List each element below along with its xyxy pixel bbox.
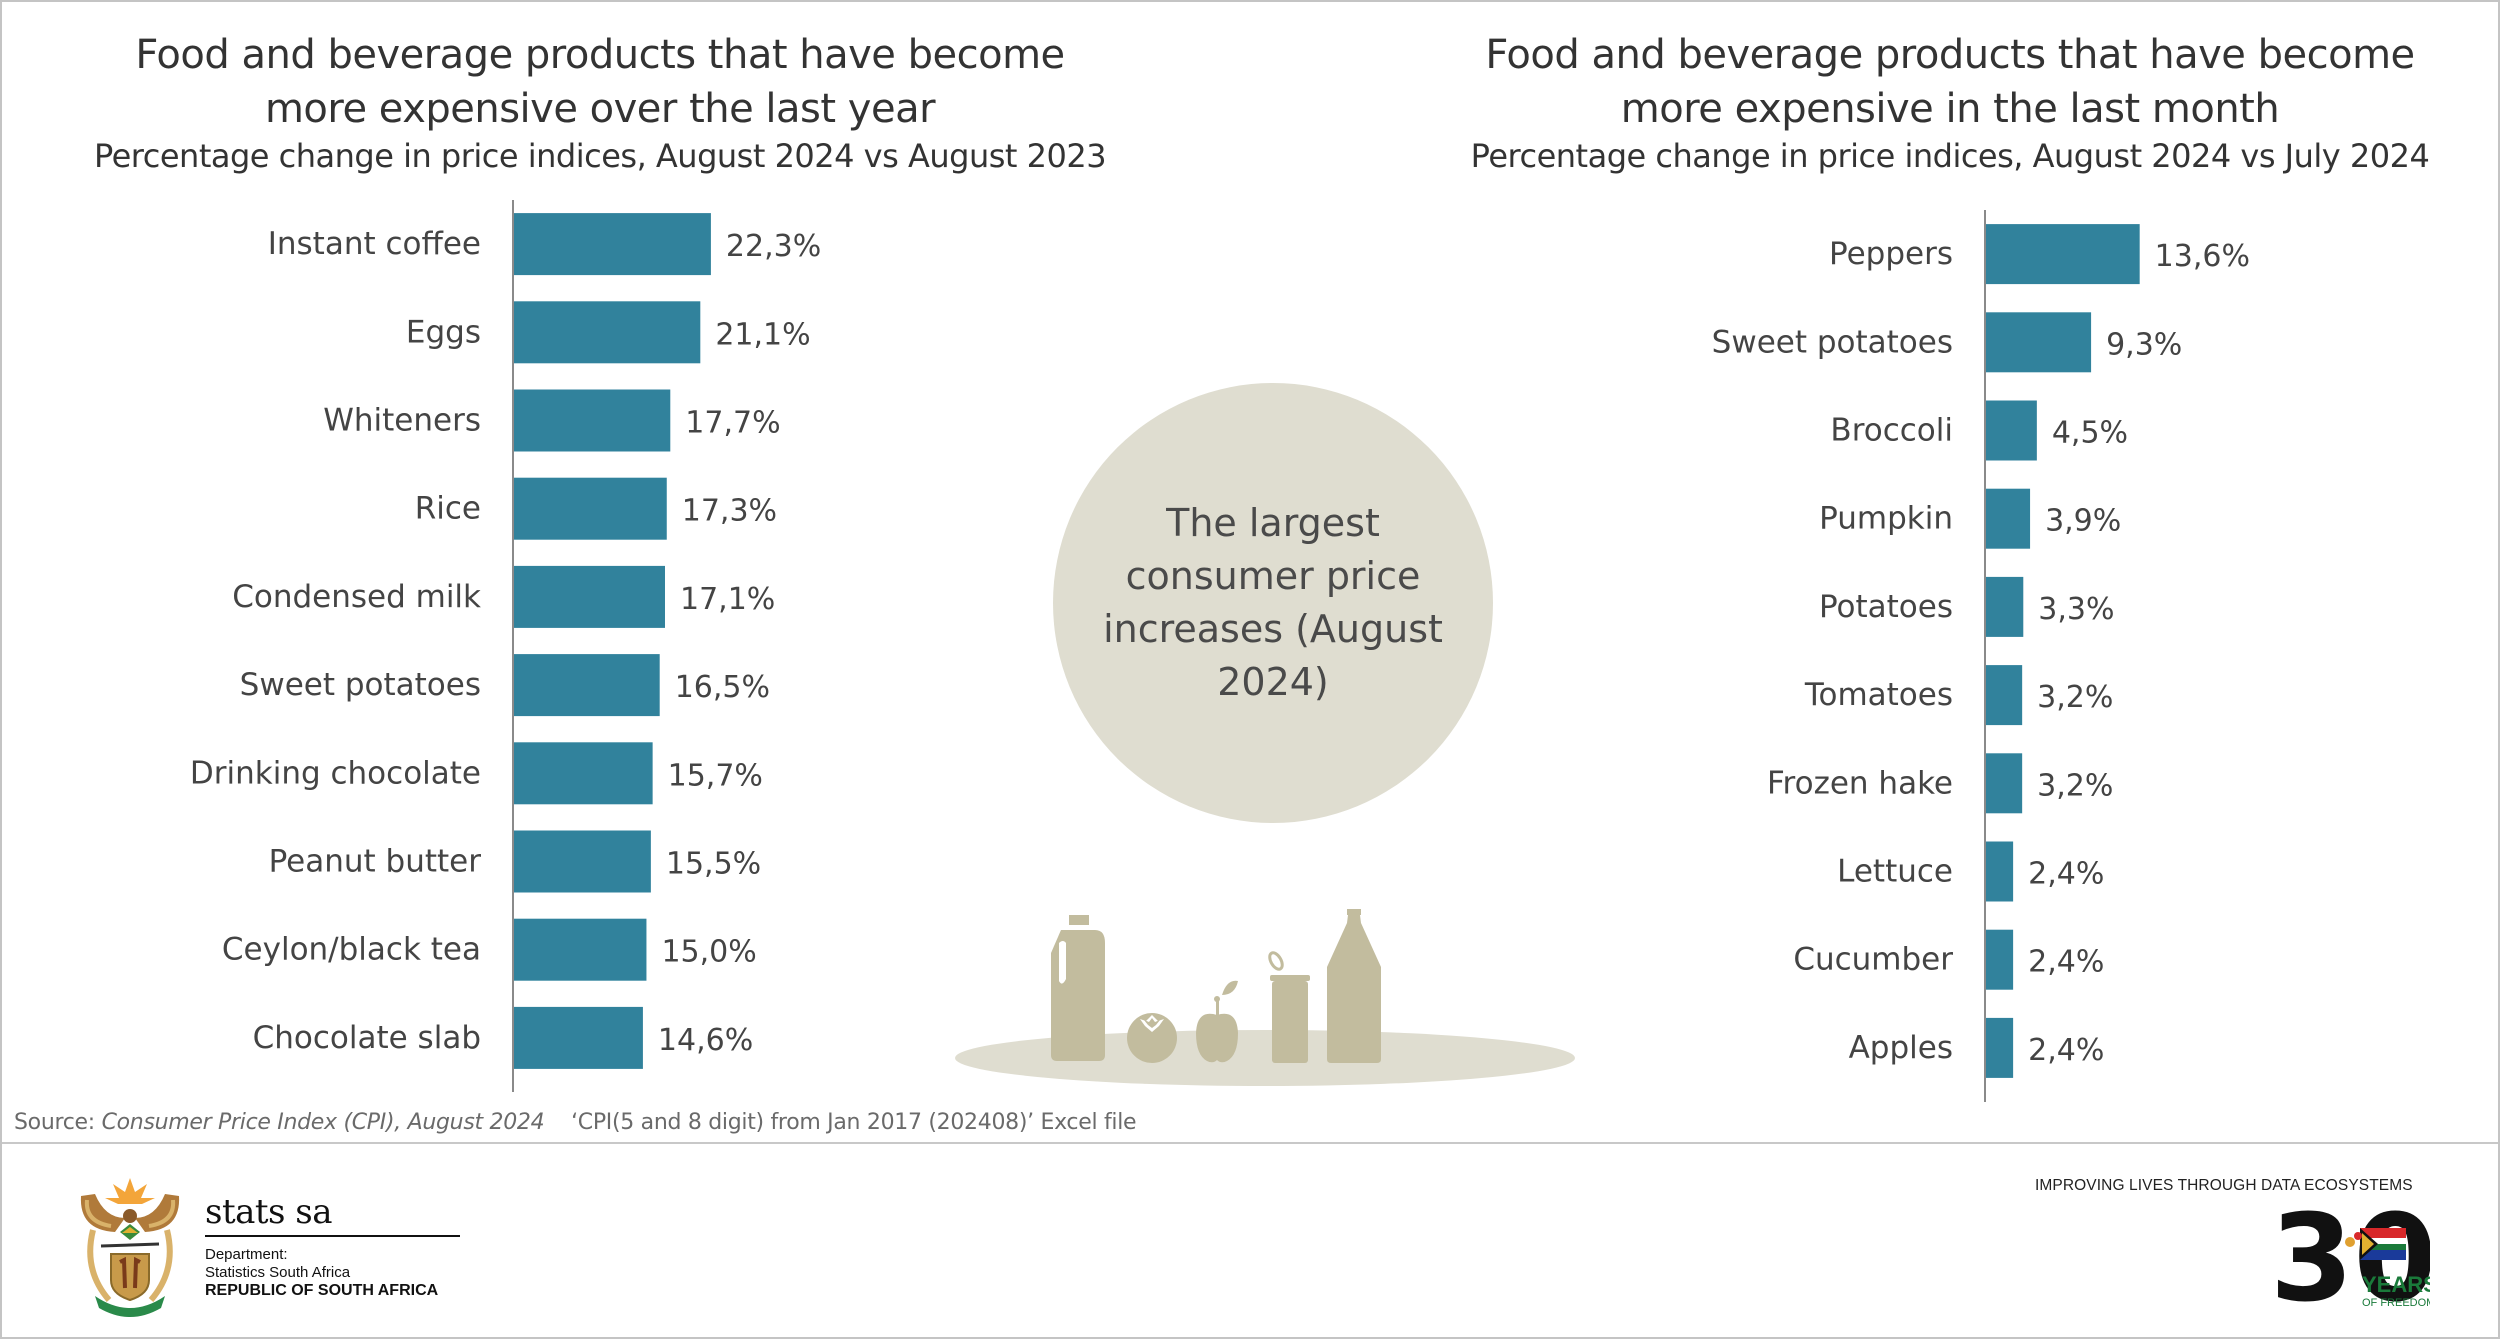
bar-whiteners [514,389,671,452]
bar-drinking-chocolate [514,742,653,805]
data-label: 3,2% [2037,680,2113,715]
bar-sweet-potatoes [1986,312,2092,373]
data-label: 2,4% [2028,857,2104,892]
milk-jug-icon [1051,915,1105,1061]
left-chart-title-line2: more expensive over the last year [264,86,936,132]
category-label: Drinking chocolate [190,755,481,791]
category-label: Potatoes [1819,589,1953,625]
annual-increase-bar-chart: Instant coffee 22,3% Eggs 21,1% Whiteners 17,… [190,200,821,1092]
data-label: 4,5% [2052,416,2128,451]
apple-icon [1196,980,1238,1063]
category-label: Lettuce [1837,854,1953,890]
data-label: 17,7% [685,406,780,441]
bar-lettuce [1986,841,2014,902]
data-label: 3,2% [2037,768,2113,803]
dept-name: Statistics South Africa [205,1264,351,1281]
org-short-name: stats sa [205,1192,333,1232]
category-label: Apples [1849,1030,1953,1066]
bar-rice [514,477,667,540]
category-label: Sweet potatoes [240,667,481,703]
bar-ceylon-black-tea [514,918,647,981]
data-label: 21,1% [715,317,810,352]
category-label: Condensed milk [232,579,481,615]
bottle-icon [1327,909,1381,1063]
left-chart-title-line1: Food and beverage products that have bec… [135,32,1065,78]
data-label: 17,1% [680,582,775,617]
data-label: 2,4% [2028,945,2104,980]
data-label: 2,4% [2028,1033,2104,1068]
data-label: 22,3% [726,229,821,264]
left-chart-subtitle: Percentage change in price indices, Augu… [93,137,1107,175]
bar-tomatoes [1986,665,2023,726]
right-chart-title-line1: Food and beverage products that have bec… [1485,32,2415,78]
right-chart-header: Food and beverage products that have bec… [1420,28,2480,176]
bar-sweet-potatoes [514,654,660,717]
bar-potatoes [1986,576,2024,637]
bar-pumpkin [1986,488,2031,549]
data-label: 3,3% [2038,592,2114,627]
category-label: Whiteners [323,403,481,439]
bar-frozen-hake [1986,753,2023,814]
category-label: Broccoli [1830,413,1953,449]
source-file: ‘CPI(5 and 8 digit) from Jan 2017 (20240… [571,1110,1137,1135]
anniv-years: YEARS [2362,1272,2430,1297]
30-years-of-freedom-logo: 30 YEARS OF FREEDOM [2270,1200,2430,1315]
can-icon [1268,951,1310,1063]
table-shadow [955,1030,1575,1086]
category-label: Sweet potatoes [1712,324,1953,360]
bar-chocolate-slab [514,1006,643,1069]
source-note: Source: Consumer Price Index (CPI), Augu… [14,1110,1137,1135]
data-label: 15,0% [661,935,756,970]
category-label: Tomatoes [1804,677,1953,713]
food-icons-illustration [955,909,1575,1086]
data-label: 15,5% [666,847,761,882]
bar-broccoli [1986,400,2037,461]
bar-eggs [514,301,701,364]
bar-peppers [1986,224,2140,285]
left-chart-header: Food and beverage products that have bec… [60,28,1140,176]
monthly-increase-bar-chart: Peppers 13,6% Sweet potatoes 9,3% Broccoli 4,… [1712,210,2250,1102]
bar-condensed-milk [514,565,665,628]
bar-peanut-butter [514,830,651,893]
coat-of-arms-icon [80,1178,180,1317]
data-label: 9,3% [2106,327,2182,362]
right-chart-subtitle: Percentage change in price indices, Augu… [1470,137,2430,175]
headline-text: The largest consumer price increases (Au… [1103,501,1443,704]
data-label: 13,6% [2155,239,2250,274]
bar-apples [1986,1017,2014,1078]
anniv-freedom: OF FREEDOM [2362,1297,2430,1309]
category-label: Ceylon/black tea [222,932,481,968]
source-publication: Consumer Price Index (CPI), August 2024 [101,1110,545,1135]
footer-divider [2,1142,2498,1144]
bar-instant-coffee [514,213,711,276]
category-label: Eggs [406,314,481,350]
category-label: Frozen hake [1767,765,1953,801]
category-label: Rice [415,491,481,527]
category-label: Chocolate slab [253,1020,481,1056]
data-label: 17,3% [682,494,777,529]
stats-sa-logo: stats sa Department: Statistics South Af… [75,1170,475,1320]
data-label: 14,6% [658,1023,753,1058]
category-label: Instant coffee [268,226,481,262]
logo-rule [205,1235,460,1237]
data-label: 16,5% [675,670,770,705]
category-label: Cucumber [1793,942,1953,978]
category-label: Peppers [1829,236,1953,272]
data-label: 15,7% [668,758,763,793]
dept-label: Department: [205,1246,288,1263]
category-label: Peanut butter [269,844,482,880]
tagline: IMPROVING LIVES THROUGH DATA ECOSYSTEMS [2035,1177,2413,1194]
right-chart-title-line2: more expensive in the last month [1620,86,2280,132]
tomato-icon [1127,1013,1177,1063]
source-prefix: Source: [14,1110,102,1135]
category-label: Pumpkin [1819,501,1953,537]
headline-circle: The largest consumer price increases (Au… [1053,383,1493,823]
data-label: 3,9% [2045,504,2121,539]
bar-cucumber [1986,929,2014,990]
country-name: REPUBLIC OF SOUTH AFRICA [205,1282,439,1299]
